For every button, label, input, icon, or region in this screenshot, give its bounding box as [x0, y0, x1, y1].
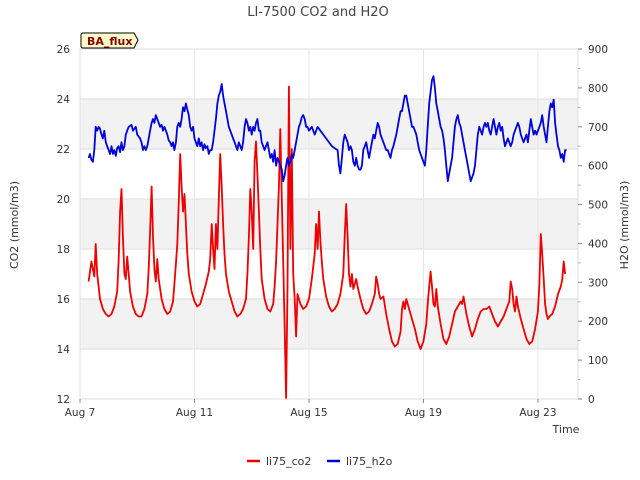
- x-tick-label: Aug 23: [519, 407, 556, 419]
- x-tick-label: Aug 15: [290, 407, 327, 419]
- chart-title: LI-7500 CO2 and H2O: [247, 5, 389, 20]
- legend-label-co2: li75_co2: [266, 455, 311, 468]
- band-18-20: [80, 199, 578, 249]
- series-line-li75_h2o: [87, 75, 567, 183]
- x-tick-label: Aug 11: [176, 407, 213, 419]
- y-right-tick-label: 300: [588, 277, 608, 289]
- y-right-tick-label: 400: [588, 238, 608, 250]
- y-axis-left-ticks: 12 14 16 18 20 22 24 26: [57, 44, 71, 406]
- y-left-tick-label: 18: [57, 244, 70, 256]
- badge-box: [80, 32, 139, 49]
- y-left-tick-label: 14: [57, 344, 71, 356]
- band-16-18: [80, 249, 578, 299]
- y-right-tick-label: 0: [588, 394, 595, 406]
- x-axis-ticks: Aug 7 Aug 11 Aug 15 Aug 19 Aug 23: [65, 399, 557, 419]
- y-right-tick-label: 800: [588, 83, 608, 95]
- y-left-tick-label: 16: [57, 294, 71, 306]
- y-left-tick-label: 12: [57, 394, 70, 406]
- y-right-tick-label: 700: [588, 122, 608, 134]
- band-24-26: [80, 49, 578, 99]
- badge: BA_flux: [80, 32, 139, 49]
- y-right-tick-label: 600: [588, 161, 608, 173]
- y-right-tick-label: 900: [588, 44, 608, 56]
- y-right-tick-label: 200: [588, 316, 608, 328]
- x-tick-label: Aug 7: [65, 407, 96, 419]
- y-axis-right-title: H2O (mmol/m3): [618, 181, 631, 270]
- y-axis-right-ticks: 0 100 200 300 400 500 600 700 800 900: [578, 44, 608, 406]
- y-right-tick-label: 500: [588, 200, 608, 212]
- y-axis-left-title: CO2 (mmol/m3): [8, 181, 21, 269]
- x-tick-label: Aug 19: [405, 407, 442, 419]
- legend: li75_co2 li75_h2o: [247, 455, 393, 468]
- band-20-22: [80, 149, 578, 199]
- y-left-tick-label: 20: [57, 194, 70, 206]
- y-left-tick-label: 24: [57, 94, 71, 106]
- y-left-tick-label: 26: [57, 44, 71, 56]
- series-layer: [87, 75, 567, 400]
- background-bands: [80, 49, 578, 399]
- x-axis-title: Time: [552, 423, 580, 436]
- badge-label: BA_flux: [87, 35, 132, 48]
- series-line-li75_co2: [87, 85, 566, 400]
- band-12-14: [80, 349, 578, 399]
- y-left-tick-label: 22: [57, 144, 70, 156]
- legend-label-h2o: li75_h2o: [346, 455, 393, 468]
- y-right-tick-label: 100: [588, 355, 608, 367]
